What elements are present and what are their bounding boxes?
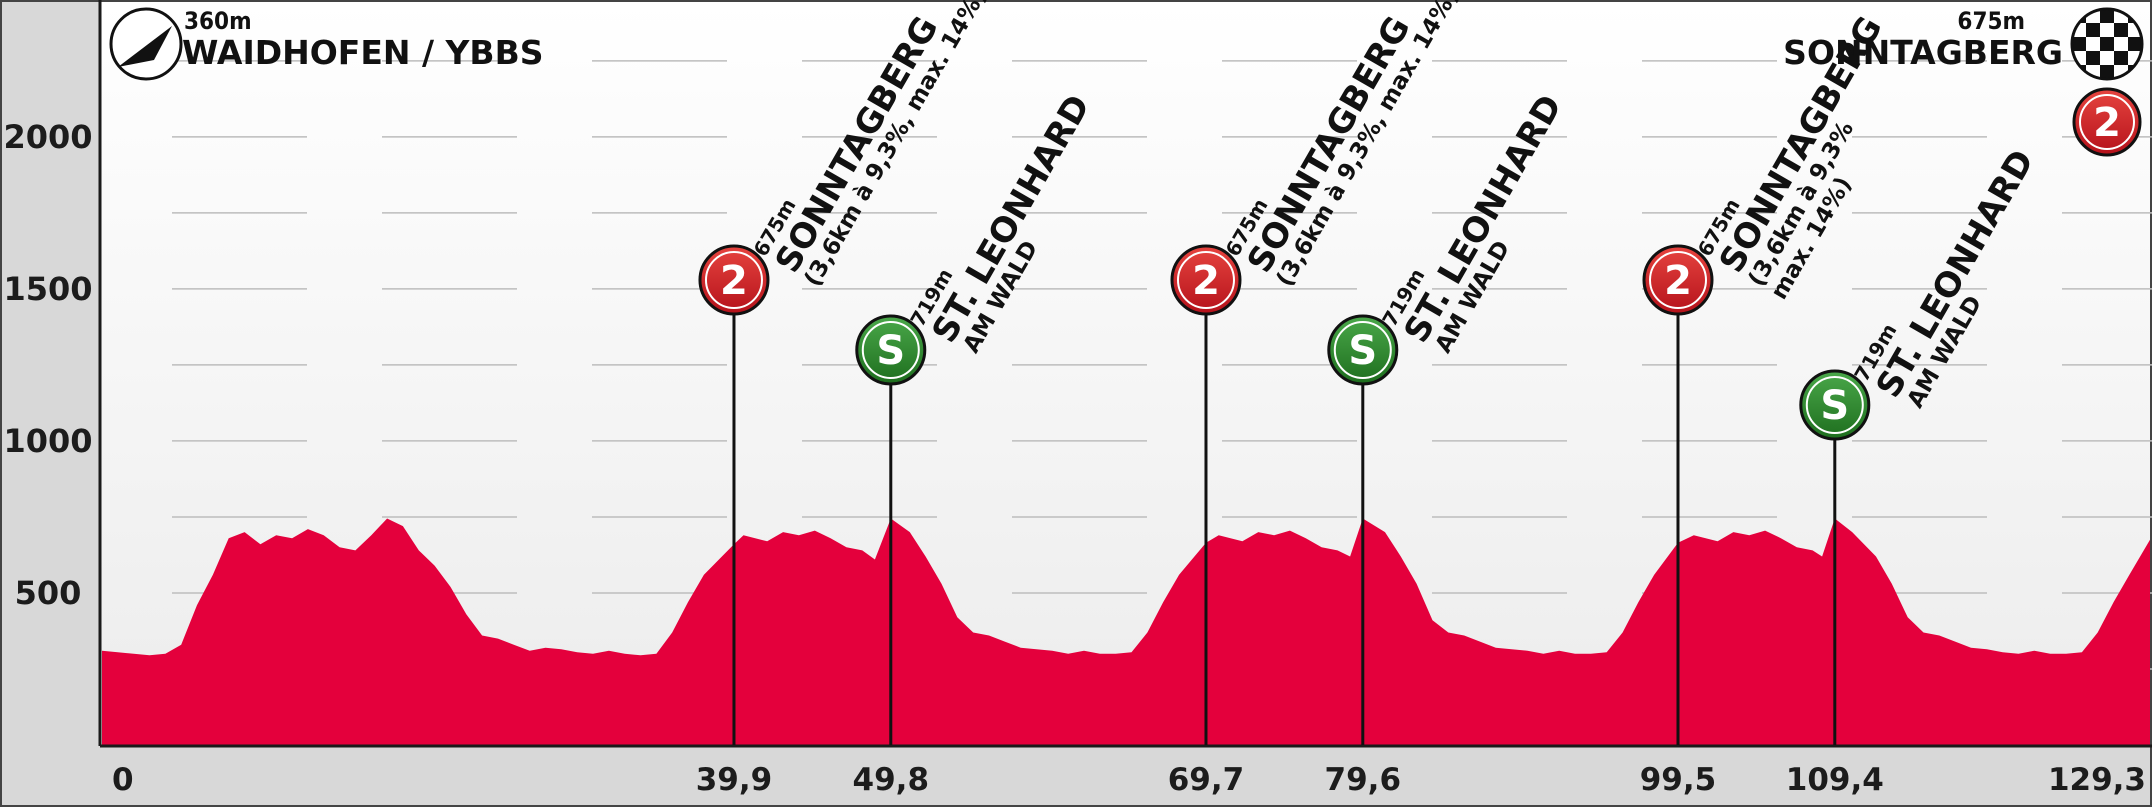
x-tick-label: 49,8: [853, 762, 930, 798]
flag-square: [2086, 37, 2100, 51]
x-tick-label: 69,7: [1168, 762, 1245, 798]
flag-square: [2100, 23, 2114, 37]
flag-square: [2114, 37, 2128, 51]
x-axis-ticks: 0 39,9 49,8 69,7 79,6 99,5 109,4 129,3: [112, 762, 2146, 798]
badge-label: S: [876, 328, 905, 374]
badge-label: S: [1348, 328, 1377, 374]
x-tick-label: 0: [112, 762, 134, 798]
finish-category-badge: 2: [2072, 87, 2142, 157]
badge-ring: [704, 251, 763, 309]
x-tick-label: 99,5: [1640, 762, 1717, 798]
y-axis-ticks: 500 1000 1500 2000: [3, 118, 92, 612]
flag-square: [2114, 23, 2128, 37]
kom-badge: [1642, 244, 1714, 316]
y-tick-label: 2000: [3, 118, 92, 156]
y-tick-label: 1000: [3, 422, 92, 460]
finish-town: SONNTAGBERG: [1783, 33, 2063, 72]
badge-ring: [861, 321, 920, 379]
sprint-badge: [1327, 314, 1399, 386]
flag-square: [2086, 23, 2100, 37]
flag-square: [2072, 37, 2086, 51]
y-tick-label: 1500: [3, 270, 92, 308]
badge-ring: [1333, 321, 1392, 379]
y-axis-panel: [0, 0, 100, 807]
sprint-badge: [855, 314, 927, 386]
y-tick-label: 500: [15, 574, 82, 612]
badge-ring: [1648, 251, 1707, 309]
x-tick-label: 129,3: [2048, 762, 2146, 798]
x-tick-label: 39,9: [696, 762, 773, 798]
finish-altitude: 675m: [1957, 7, 2025, 35]
finish-category-label: 2: [2093, 100, 2121, 146]
kom-badge: [1170, 244, 1242, 316]
badge-ring: [1176, 251, 1235, 309]
finish-header: 675m SONNTAGBERG 2: [1783, 7, 2144, 157]
badge-ring: [1805, 376, 1864, 434]
start-altitude: 360m: [184, 7, 252, 35]
x-tick-label: 79,6: [1325, 762, 1402, 798]
flag-square: [2114, 51, 2128, 65]
start-arrow-icon: [109, 7, 183, 81]
checkered-flag-icon: [2070, 7, 2144, 81]
x-tick-label: 109,4: [1786, 762, 1884, 798]
flag-square: [2128, 37, 2142, 51]
flag-square: [2100, 9, 2114, 23]
kom-badge: [698, 244, 770, 316]
badge-label: S: [1820, 383, 1849, 429]
x-axis-panel: [0, 745, 2152, 807]
flag-square: [2086, 51, 2100, 65]
sprint-badge: [1799, 369, 1871, 441]
flag-square: [2100, 37, 2114, 51]
badge-label: 2: [1664, 258, 1692, 304]
elevation-profile-area: [102, 518, 2150, 745]
start-header: 360m WAIDHOFEN / YBBS: [109, 7, 544, 81]
badge-label: 2: [720, 258, 748, 304]
badge-label: 2: [1192, 258, 1220, 304]
flag-square: [2100, 51, 2114, 65]
flag-square: [2100, 65, 2114, 79]
start-town: WAIDHOFEN / YBBS: [182, 33, 544, 72]
